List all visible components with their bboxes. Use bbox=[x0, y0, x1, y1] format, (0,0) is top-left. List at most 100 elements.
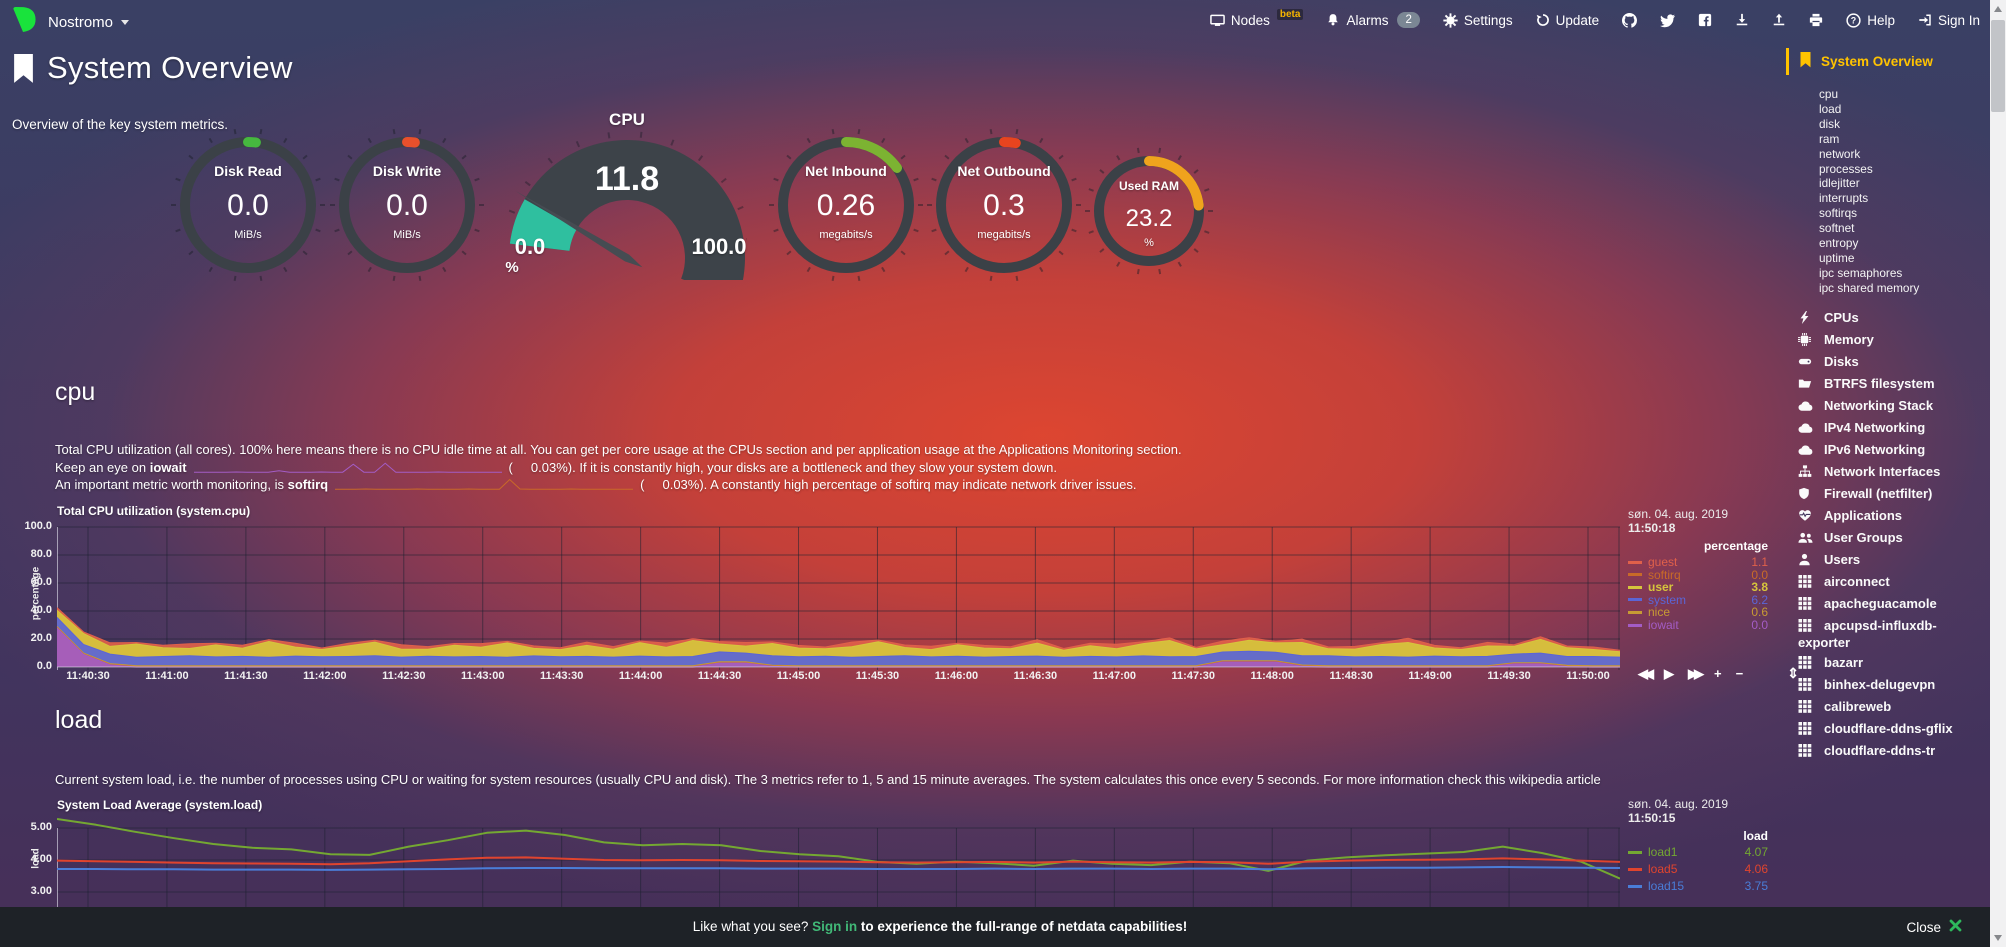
nav-item-settings[interactable]: Settings bbox=[1443, 13, 1513, 28]
chart-zoom-in-button[interactable]: + bbox=[1714, 666, 1722, 681]
x-tick-label: 11:46:00 bbox=[934, 670, 979, 682]
nav-item-export[interactable] bbox=[1772, 13, 1786, 27]
sidebar-item-firewall-netfilter-[interactable]: Firewall (netfilter) bbox=[1786, 484, 1988, 506]
sidebar-item-ipv6-networking[interactable]: IPv6 Networking bbox=[1786, 440, 1988, 462]
grid-icon bbox=[1798, 597, 1814, 613]
legend-row-softirq[interactable]: softirq 0.0 bbox=[1628, 568, 1768, 582]
gauge-net-inbound[interactable]: Net Inbound 0.26 megabits/s bbox=[766, 125, 926, 285]
sidebar-item-user-groups[interactable]: User Groups bbox=[1786, 528, 1988, 550]
scrollbar-down-arrow[interactable] bbox=[1994, 935, 2002, 941]
sidebar-item-apacheguacamole[interactable]: apacheguacamole bbox=[1786, 594, 1988, 616]
nav-item-signin[interactable]: Sign In bbox=[1918, 13, 1980, 28]
chart-zoom-out-button[interactable]: − bbox=[1735, 666, 1744, 681]
sidebar-item-airconnect[interactable]: airconnect bbox=[1786, 572, 1988, 594]
netdata-logo[interactable] bbox=[10, 5, 37, 40]
nav-item-facebook[interactable] bbox=[1698, 13, 1712, 27]
hostname-dropdown[interactable]: Nostromo bbox=[48, 14, 130, 31]
sidebar-subitem-softnet[interactable]: softnet bbox=[1819, 221, 1855, 236]
sidebar-item-users[interactable]: Users bbox=[1786, 550, 1988, 572]
x-tick-label: 11:44:00 bbox=[618, 670, 663, 682]
cpu-desc-line3: An important metric worth monitoring, is… bbox=[55, 477, 1137, 492]
y-tick-label: 20.0 bbox=[30, 632, 52, 644]
sidebar-item-network-interfaces[interactable]: Network Interfaces bbox=[1786, 462, 1988, 484]
sidebar-item-disks[interactable]: Disks bbox=[1786, 352, 1988, 374]
legend-row-guest[interactable]: guest 1.1 bbox=[1628, 555, 1768, 569]
legend-row-iowait[interactable]: iowait 0.0 bbox=[1628, 618, 1768, 632]
sidebar-subitem-interrupts[interactable]: interrupts bbox=[1819, 191, 1869, 206]
sidebar-subitem-idlejitter[interactable]: idlejitter bbox=[1819, 176, 1860, 191]
sidebar-subitem-ipc-shared-memory[interactable]: ipc shared memory bbox=[1819, 280, 1920, 295]
x-tick-label: 11:43:00 bbox=[461, 670, 505, 682]
sidebar-item-binhex-delugevpn[interactable]: binhex-delugevpn bbox=[1786, 675, 1988, 697]
legend-value: 4.06 bbox=[1744, 862, 1768, 876]
sidebar-subitem-uptime[interactable]: uptime bbox=[1819, 250, 1855, 265]
shield-icon bbox=[1798, 487, 1814, 503]
refresh-icon bbox=[1536, 13, 1550, 27]
sidebar-subitem-network[interactable]: network bbox=[1819, 146, 1861, 161]
nav-item-github[interactable] bbox=[1622, 12, 1638, 28]
sidebar-item-applications[interactable]: Applications bbox=[1786, 506, 1988, 528]
nav-label-help: Help bbox=[1867, 12, 1895, 28]
legend-row-load15[interactable]: load15 3.75 bbox=[1628, 879, 1768, 893]
nav-item-print[interactable] bbox=[1809, 13, 1823, 27]
gauge-disk-read[interactable]: Disk Read 0.0 MiB/s bbox=[168, 125, 328, 285]
legend-row-system[interactable]: system 6.2 bbox=[1628, 593, 1768, 607]
sidebar-subitem-load[interactable]: load bbox=[1819, 101, 1842, 116]
sidebar-subitem-processes[interactable]: processes bbox=[1819, 161, 1873, 176]
sidebar-item-cloudflare-ddns-gflix[interactable]: cloudflare-ddns-gflix bbox=[1786, 719, 1988, 741]
gauge-used-ram[interactable]: Used RAM 23.2% bbox=[1084, 146, 1214, 276]
legend-row-user[interactable]: user 3.8 bbox=[1628, 580, 1768, 594]
sidebar-item-apcupsd-influxdb-exporter[interactable]: apcupsd-influxdb-exporter bbox=[1786, 616, 1988, 653]
load-chart-time: 11:50:15 bbox=[1628, 811, 1676, 825]
gauge-unit: % bbox=[1144, 237, 1154, 249]
load-chart-plot[interactable] bbox=[57, 812, 1620, 947]
nav-item-nodes[interactable]: Nodes beta bbox=[1210, 8, 1304, 28]
chart-forward-button[interactable]: ▶▶ bbox=[1688, 665, 1704, 681]
scrollbar-thumb[interactable] bbox=[1991, 20, 2005, 112]
sidebar-item-ipv4-networking[interactable]: IPv4 Networking bbox=[1786, 418, 1988, 440]
sidebar-item-networking-stack[interactable]: Networking Stack bbox=[1786, 396, 1988, 418]
nav-item-update[interactable]: Update bbox=[1536, 12, 1600, 28]
sidebar-subitem-ram[interactable]: ram bbox=[1819, 131, 1840, 146]
cpu-gauge[interactable] bbox=[500, 130, 754, 305]
legend-row-load5[interactable]: load5 4.06 bbox=[1628, 862, 1768, 876]
page-scrollbar[interactable] bbox=[1990, 0, 2006, 947]
cpu-chart-plot[interactable] bbox=[57, 520, 1620, 670]
bell-icon bbox=[1326, 13, 1340, 27]
cpu-gauge-value: 11.8 bbox=[594, 160, 660, 198]
sidebar-subitem-softirqs[interactable]: softirqs bbox=[1819, 206, 1858, 221]
cpu-gauge-max: 100.0 bbox=[691, 234, 747, 259]
sidebar-item-calibreweb[interactable]: calibreweb bbox=[1786, 697, 1988, 719]
sidebar-subitem-disk[interactable]: disk bbox=[1819, 116, 1840, 131]
legend-value: 1.1 bbox=[1751, 555, 1768, 569]
sidebar-item-label: BTRFS filesystem bbox=[1824, 376, 1935, 392]
sidebar-subitem-cpu[interactable]: cpu bbox=[1819, 87, 1839, 101]
chart-rewind-button[interactable]: ◀◀ bbox=[1638, 665, 1654, 681]
legend-row-nice[interactable]: nice 0.6 bbox=[1628, 605, 1768, 619]
close-banner-button[interactable]: Close bbox=[1906, 907, 1962, 947]
sidebar-item-system-overview[interactable]: System Overview bbox=[1786, 48, 1988, 75]
scrollbar-up-arrow[interactable] bbox=[1994, 6, 2002, 12]
signin-link[interactable]: Sign in bbox=[812, 919, 858, 934]
legend-row-load1[interactable]: load1 4.07 bbox=[1628, 845, 1768, 859]
nav-label-update: Update bbox=[1555, 12, 1600, 28]
y-tick-label: 4.00 bbox=[30, 853, 52, 865]
legend-name: load15 bbox=[1648, 879, 1685, 893]
chart-resize-handle[interactable]: ⇕ bbox=[1787, 665, 1799, 681]
chart-play-button[interactable]: ▶ bbox=[1664, 665, 1674, 681]
nav-item-help[interactable]: ? Help bbox=[1846, 13, 1895, 28]
sidebar-item-btrfs-filesystem[interactable]: BTRFS filesystem bbox=[1786, 374, 1988, 396]
nav-label-signin: Sign In bbox=[1937, 12, 1980, 28]
gauge-net-outbound[interactable]: Net Outbound 0.3 megabits/s bbox=[924, 125, 1084, 285]
sidebar-item-cloudflare-ddns-tr[interactable]: cloudflare-ddns-tr bbox=[1786, 741, 1988, 763]
sidebar-item-cpus[interactable]: CPUs bbox=[1786, 308, 1988, 330]
nav-item-import[interactable] bbox=[1735, 13, 1749, 27]
sidebar-item-memory[interactable]: Memory bbox=[1786, 330, 1988, 352]
sidebar-subitem-ipc-semaphores[interactable]: ipc semaphores bbox=[1819, 265, 1903, 280]
nav-item-alarms[interactable]: Alarms 2 bbox=[1326, 12, 1420, 28]
sidebar-item-bazarr[interactable]: bazarr bbox=[1786, 653, 1988, 675]
sidebar-subitem-entropy[interactable]: entropy bbox=[1819, 236, 1859, 251]
gauge-disk-write[interactable]: Disk Write 0.0 MiB/s bbox=[327, 125, 487, 285]
x-tick-label: 11:47:00 bbox=[1092, 670, 1137, 682]
nav-item-twitter[interactable] bbox=[1660, 13, 1676, 28]
